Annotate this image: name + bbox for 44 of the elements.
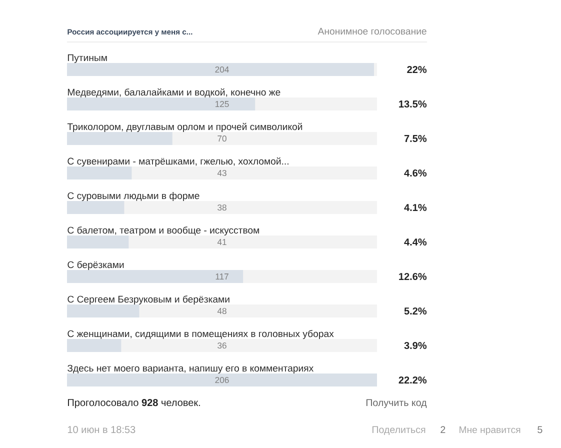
y-tick-label: С балетом, театром и вообще - искусством <box>68 226 260 236</box>
bar <box>67 339 122 352</box>
data-label: 204 <box>215 66 229 73</box>
data-label: 70 <box>218 135 226 142</box>
text: 22.2% <box>398 376 427 384</box>
y-tick-label: Триколором, двуглавым орлом и прочей символикой <box>67 122 302 132</box>
text: Поделиться <box>372 426 426 435</box>
bar <box>67 236 129 249</box>
y-tick-label: С Сергеем Безруковым и берёзками <box>68 295 230 304</box>
bar <box>67 201 124 214</box>
text: 10 июн в 18:53 <box>68 426 136 434</box>
chart-subtitle: Анонимное голосование <box>318 28 426 35</box>
y-tick-label: С берёзками <box>68 260 124 270</box>
text: 2 <box>440 426 446 434</box>
text: Мне нравится <box>460 426 520 435</box>
text: Получить код <box>366 399 427 408</box>
data-label: 117 <box>216 274 228 280</box>
text: 7.5% <box>404 134 427 142</box>
text: 4.6% <box>404 169 427 177</box>
data-label: 125 <box>215 100 229 108</box>
y-tick-label: С женщинами, сидящими в помещениях в головных уборах <box>68 330 334 340</box>
data-label: 206 <box>215 376 229 384</box>
y-tick-label: Медведями, балалайками и водкой, конечно же <box>68 88 280 98</box>
bar <box>67 166 132 180</box>
text: 22% <box>407 66 427 74</box>
y-tick-label: С сувенирами - матрёшками, гжелью, хохломой... <box>68 157 288 166</box>
y-tick-label: С суровыми людьми в форме <box>68 192 200 201</box>
text: 5 <box>538 426 542 434</box>
y-tick-label: Путиным <box>68 54 107 63</box>
bar <box>67 63 374 76</box>
bar <box>67 304 140 318</box>
data-label: 48 <box>217 308 226 314</box>
text: Проголосовало 928 человек. <box>68 399 200 408</box>
text: 5.2% <box>404 307 427 315</box>
text: 4.4% <box>404 238 427 246</box>
y-tick-label: Здесь нет моего варианта, напишу его в комментариях <box>68 364 314 374</box>
text: 13.5% <box>399 100 427 108</box>
data-label: 43 <box>217 170 226 176</box>
data-label: 38 <box>218 204 226 211</box>
data-label: 36 <box>218 342 226 349</box>
text: 12.6% <box>399 272 427 280</box>
text: 3.9% <box>404 342 427 350</box>
text: 4.1% <box>404 204 427 212</box>
data-label: 41 <box>217 239 226 245</box>
